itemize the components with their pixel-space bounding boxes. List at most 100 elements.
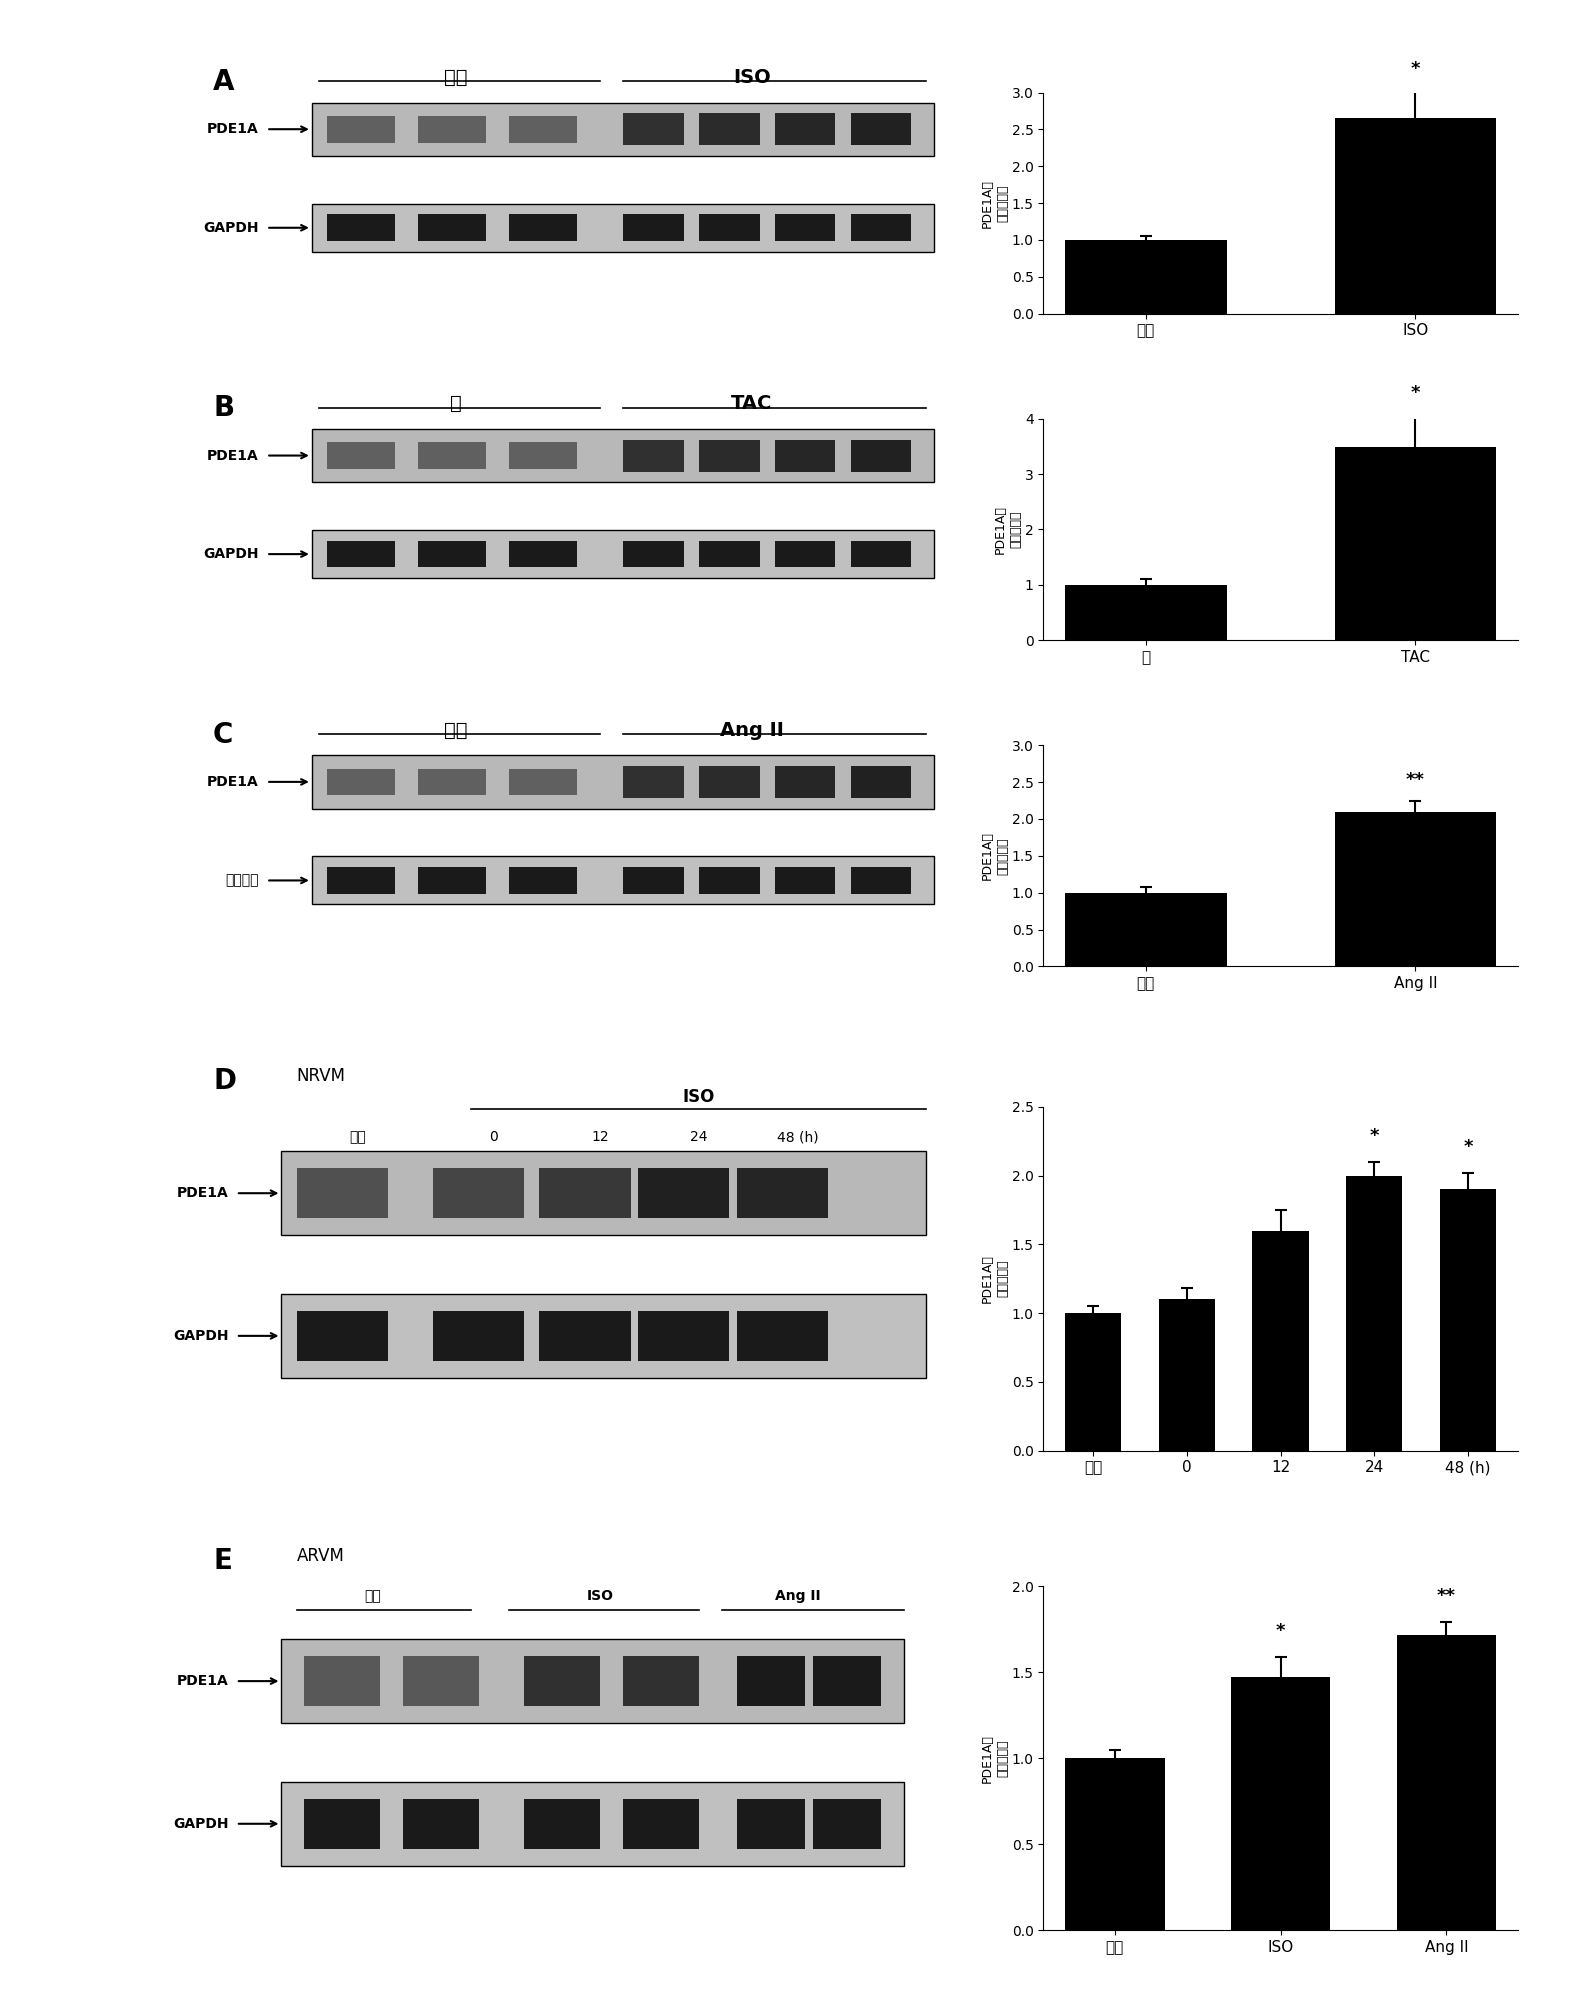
Text: ISO: ISO: [683, 1089, 715, 1107]
Bar: [433, 1311, 525, 1361]
Bar: [851, 440, 911, 472]
Bar: [639, 1169, 729, 1219]
Bar: [509, 214, 577, 242]
Bar: [403, 1798, 479, 1848]
Bar: [623, 867, 683, 893]
Text: 溶媒: 溶媒: [444, 721, 468, 739]
Text: C: C: [213, 721, 234, 749]
Bar: [851, 541, 911, 567]
Y-axis label: PDE1A（
倍数变化）: PDE1A（ 倍数变化）: [980, 1255, 1009, 1303]
Bar: [403, 1656, 479, 1706]
Bar: [699, 114, 759, 146]
Bar: [539, 1169, 631, 1219]
Bar: [417, 116, 487, 142]
Text: ISO: ISO: [587, 1588, 613, 1602]
Bar: [509, 442, 577, 470]
Y-axis label: PDE1A（
倍数变化）: PDE1A（ 倍数变化）: [980, 178, 1009, 228]
Text: GAPDH: GAPDH: [202, 220, 259, 236]
Bar: [281, 1151, 926, 1235]
Text: 24: 24: [689, 1131, 708, 1145]
Text: NRVM: NRVM: [297, 1067, 346, 1085]
Text: GAPDH: GAPDH: [202, 547, 259, 561]
Text: ARVM: ARVM: [297, 1546, 345, 1564]
Text: E: E: [213, 1546, 232, 1574]
Bar: [304, 1798, 379, 1848]
Bar: [699, 214, 759, 242]
Bar: [623, 1798, 699, 1848]
Bar: [775, 114, 835, 146]
Bar: [525, 1798, 601, 1848]
Bar: [813, 1656, 881, 1706]
Bar: [281, 1782, 904, 1866]
Bar: [311, 755, 934, 809]
Text: *: *: [1369, 1127, 1379, 1145]
Bar: [327, 214, 395, 242]
Text: PDE1A: PDE1A: [177, 1187, 228, 1201]
Bar: [737, 1311, 828, 1361]
Bar: [699, 867, 759, 893]
Bar: [623, 1656, 699, 1706]
Text: PDE1A: PDE1A: [177, 1674, 228, 1688]
Bar: [623, 765, 683, 797]
Bar: [851, 867, 911, 893]
Bar: [417, 442, 487, 470]
Bar: [623, 440, 683, 472]
Text: 对照: 对照: [364, 1588, 381, 1602]
Bar: [433, 1169, 525, 1219]
Bar: [623, 541, 683, 567]
Bar: [311, 529, 934, 577]
Bar: [699, 765, 759, 797]
Y-axis label: PDE1A（
倍数变化）: PDE1A（ 倍数变化）: [994, 505, 1021, 553]
Bar: [623, 114, 683, 146]
Bar: [775, 541, 835, 567]
Text: 0: 0: [490, 1131, 498, 1145]
Bar: [775, 867, 835, 893]
Bar: [1334, 118, 1496, 314]
Text: **: **: [1406, 771, 1424, 789]
Bar: [851, 765, 911, 797]
Text: A: A: [213, 68, 234, 96]
Bar: [1066, 1758, 1165, 1930]
Bar: [1159, 1299, 1214, 1451]
Text: 对照: 对照: [349, 1131, 365, 1145]
Text: PDE1A: PDE1A: [207, 775, 259, 789]
Bar: [699, 541, 759, 567]
Bar: [311, 857, 934, 905]
Bar: [509, 867, 577, 893]
Text: *: *: [1276, 1622, 1285, 1640]
Bar: [281, 1295, 926, 1379]
Text: PDE1A: PDE1A: [207, 448, 259, 464]
Bar: [699, 440, 759, 472]
Bar: [417, 867, 487, 893]
Bar: [851, 114, 911, 146]
Text: 微管蛋白: 微管蛋白: [225, 873, 259, 887]
Bar: [623, 214, 683, 242]
Bar: [775, 440, 835, 472]
Bar: [1066, 240, 1227, 314]
Text: GAPDH: GAPDH: [172, 1816, 228, 1830]
Text: *: *: [1464, 1137, 1473, 1155]
Bar: [509, 116, 577, 142]
Bar: [1066, 1313, 1121, 1451]
Bar: [775, 765, 835, 797]
Bar: [1347, 1175, 1402, 1451]
Bar: [1334, 811, 1496, 967]
Bar: [1066, 893, 1227, 967]
Bar: [525, 1656, 601, 1706]
Bar: [775, 214, 835, 242]
Text: 48 (h): 48 (h): [776, 1131, 819, 1145]
Bar: [281, 1638, 904, 1722]
Bar: [639, 1311, 729, 1361]
Bar: [311, 204, 934, 252]
Text: 12: 12: [591, 1131, 609, 1145]
Bar: [737, 1798, 805, 1848]
Bar: [509, 541, 577, 567]
Bar: [539, 1311, 631, 1361]
Text: D: D: [213, 1067, 236, 1095]
Bar: [327, 541, 395, 567]
Bar: [851, 214, 911, 242]
Y-axis label: PDE1A（
倍数变化）: PDE1A（ 倍数变化）: [980, 1734, 1009, 1782]
Text: PDE1A: PDE1A: [207, 122, 259, 136]
Text: 假: 假: [451, 394, 462, 414]
Text: 溶媒: 溶媒: [444, 68, 468, 88]
